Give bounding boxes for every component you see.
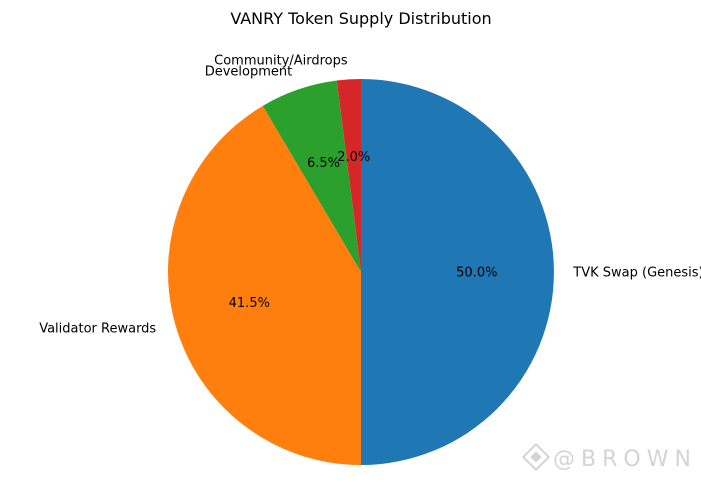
slice-percent-label: 41.5% [229, 296, 270, 311]
binance-diamond-icon [521, 442, 551, 472]
pie-slice [168, 105, 361, 466]
slice-percent-label: 6.5% [307, 156, 340, 171]
slice-label: Community/Airdrops [214, 54, 348, 69]
chart-title: VANRY Token Supply Distribution [230, 9, 491, 28]
watermark: @BROWN [521, 442, 697, 472]
watermark-text: @BROWN [553, 447, 697, 472]
slice-percent-label: 50.0% [456, 266, 497, 281]
slice-label: TVK Swap (Genesis) [572, 266, 701, 281]
slice-label: Validator Rewards [39, 322, 156, 337]
pie-slice [262, 80, 361, 272]
pie-slice [336, 79, 361, 272]
pct-labels: 50.0% 41.5% 6.5%2.0% [229, 150, 498, 311]
pie-slice [361, 79, 554, 465]
slice-labels: TVK Swap (Genesis) Validator Rewards Devel… [39, 54, 701, 337]
pie-slices [168, 79, 554, 466]
slice-percent-label: 2.0% [337, 150, 370, 165]
slice-label: Development [205, 65, 293, 80]
